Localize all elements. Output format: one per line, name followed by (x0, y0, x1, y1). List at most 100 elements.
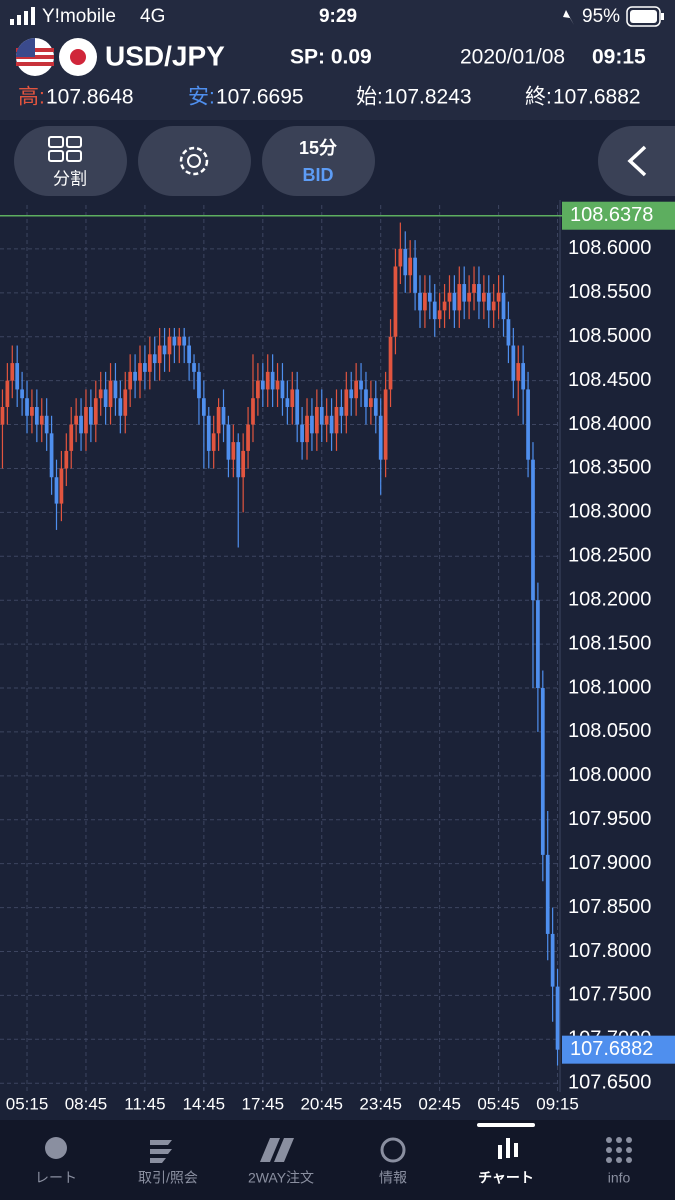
candle-body (275, 380, 280, 390)
candle-body (74, 415, 79, 425)
candle-body (157, 345, 162, 364)
nav-label[interactable]: 2WAY注文 (248, 1170, 314, 1186)
x-tick-label: 17:45 (242, 1094, 285, 1113)
candle-body (216, 406, 221, 434)
x-tick-label: 20:45 (300, 1094, 343, 1113)
candle-body (486, 292, 491, 311)
x-tick-label: 11:45 (124, 1094, 165, 1113)
quote-label: 始: (356, 86, 383, 109)
candle-body (89, 406, 93, 425)
candle-body (388, 336, 393, 390)
y-tick-label: 108.2500 (568, 545, 651, 567)
candle-body (334, 406, 339, 434)
candle-body (10, 363, 15, 381)
candle-body (133, 371, 137, 381)
candle-body (260, 380, 265, 390)
candle-body (393, 266, 398, 337)
candle-body (521, 363, 526, 390)
candle-body (496, 292, 501, 302)
settings-button[interactable] (138, 126, 251, 196)
candle-body (34, 406, 39, 425)
nav-label[interactable]: レート (35, 1170, 77, 1186)
candle-body (432, 301, 437, 320)
candle-body (285, 398, 290, 407)
candle-body (84, 406, 88, 434)
x-tick-label: 02:45 (418, 1094, 461, 1113)
nav-label[interactable]: 情報 (379, 1170, 407, 1186)
nav-label[interactable]: チャート (478, 1170, 534, 1186)
candlestick-chart: 108.6000 108.5500 108.5000 108.4500 108.4000… (0, 200, 675, 1120)
candle-body (511, 345, 516, 381)
candle-body (192, 363, 196, 372)
candle-body (152, 354, 157, 364)
candle-body (280, 380, 285, 399)
split-button[interactable]: 分割 (14, 126, 127, 196)
quote-value: 107.6882 (553, 86, 641, 109)
candle-body (231, 442, 236, 460)
y-tick-label: 107.9500 (568, 808, 651, 830)
date: 2020/01/08 (460, 46, 565, 69)
high-tag (562, 201, 675, 230)
y-tick-label: 108.1000 (568, 676, 651, 698)
candle-body (300, 424, 304, 443)
quote-label: 高: (18, 86, 45, 109)
candle-body (98, 389, 103, 399)
interval-button[interactable]: 15分 BID (262, 126, 375, 196)
candle-body (39, 415, 44, 425)
candle-body (211, 433, 216, 451)
y-tick-label: 108.3500 (568, 457, 651, 479)
candle-body (128, 371, 133, 390)
candle-body (226, 424, 231, 460)
candle-body (550, 933, 555, 987)
candle-body (172, 336, 177, 346)
y-tick-label: 107.8000 (568, 940, 651, 962)
candle-body (256, 380, 260, 399)
collapse-button[interactable] (598, 126, 675, 196)
x-tick-label: 05:45 (477, 1094, 520, 1113)
nav-label[interactable]: info (608, 1170, 631, 1186)
candle-body (531, 459, 535, 601)
candle-body (113, 380, 118, 399)
y-tick-label: 108.5500 (568, 281, 651, 303)
candle-body (491, 301, 496, 311)
y-tick-label: 108.3000 (568, 501, 651, 523)
y-tick-label: 108.6000 (568, 237, 651, 259)
candle-body (93, 398, 98, 425)
y-tick-label: 108.2000 (568, 588, 651, 610)
candle-body (265, 371, 270, 390)
header-bg (0, 0, 675, 120)
candle-body (182, 336, 187, 346)
x-tick-label: 09:15 (536, 1094, 579, 1113)
candle-body (467, 292, 471, 302)
candle-body (147, 354, 152, 372)
candle-body (378, 415, 383, 460)
candle-body (364, 389, 368, 407)
candle-body (246, 424, 250, 451)
y-tick-label: 108.1500 (568, 632, 651, 654)
us-flag (16, 38, 54, 76)
y-tick-label: 108.0500 (568, 720, 651, 742)
x-tick-label: 08:45 (65, 1094, 108, 1113)
quote-value: 107.6695 (216, 86, 304, 109)
candle-body (319, 406, 324, 425)
candle-body (477, 284, 481, 302)
candle-body (177, 336, 182, 346)
candle-body (383, 389, 388, 460)
candle-body (201, 398, 206, 416)
y-tick-label: 108.4500 (568, 369, 651, 391)
candle-body (30, 406, 34, 416)
nav-icons (45, 1137, 632, 1163)
candle-body (545, 854, 550, 934)
candle-body (398, 248, 403, 267)
candle-body (344, 389, 349, 416)
nav-label[interactable]: 取引/照会 (138, 1170, 198, 1186)
candle-body (413, 257, 417, 293)
candle-body (359, 380, 363, 390)
candle-body (5, 380, 10, 407)
candle-body (206, 415, 211, 451)
quote-label: 安: (188, 86, 215, 109)
quote-label: 終: (525, 86, 552, 109)
pair: USD/JPY (105, 40, 225, 71)
